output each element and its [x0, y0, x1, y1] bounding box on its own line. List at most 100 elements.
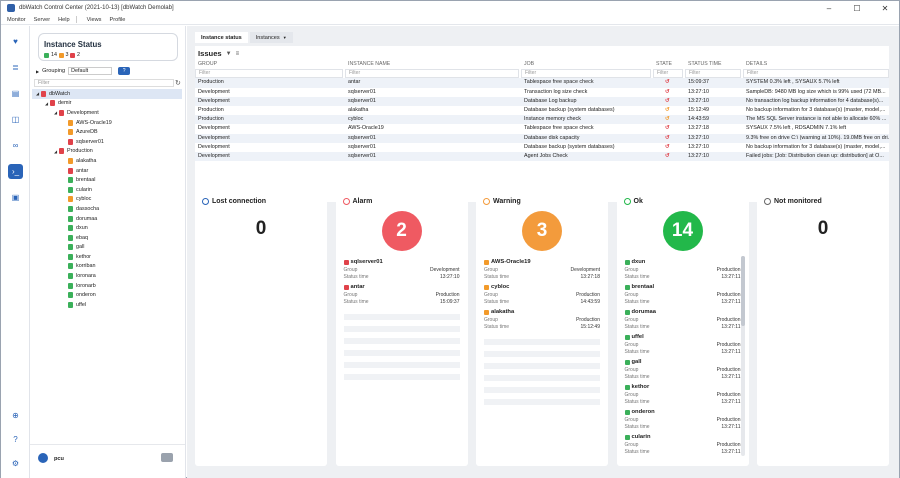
binoculars-icon[interactable]: ∞ — [12, 141, 19, 150]
menu-help[interactable]: Help — [58, 16, 70, 23]
tab-instance-status[interactable]: Instance status — [195, 32, 248, 43]
column-filter-input[interactable]: Filter — [345, 69, 519, 78]
list-item[interactable]: dorumaa Group Production Status time 13:27:1… — [624, 308, 741, 333]
tree-item[interactable]: korriban — [32, 262, 182, 272]
column-filter-input[interactable]: Filter — [195, 69, 343, 78]
list-item[interactable]: onderon Group Production Status time 13:27:1… — [624, 408, 741, 433]
tree-item[interactable]: ◢ Development — [32, 108, 182, 118]
menu-profile[interactable]: Profile — [109, 16, 126, 23]
group-icon — [59, 148, 64, 155]
scrollbar-thumb[interactable] — [740, 256, 745, 326]
expand-triangle-icon[interactable]: ◢ — [36, 91, 40, 97]
grouping-help-button[interactable]: ? — [118, 67, 131, 75]
alarm-count: 2 — [77, 52, 80, 58]
tree-item[interactable]: ◢ demir — [32, 99, 182, 109]
instance-status-summary[interactable]: Instance Status 14 3 2 — [38, 33, 178, 61]
grouping-select[interactable]: Default — [68, 67, 113, 75]
close-button[interactable]: ✕ — [881, 3, 889, 13]
monitor-icon[interactable]: ◫ — [11, 115, 20, 124]
column-header[interactable]: INSTANCE NAME — [348, 61, 391, 67]
menu-server[interactable]: Server — [33, 16, 51, 23]
table-row[interactable]: Development AWS-Oracle19 Tablespace free s… — [195, 124, 889, 133]
tree-item[interactable]: loronara — [32, 271, 182, 281]
column-header[interactable]: JOB — [524, 61, 535, 67]
minimize-button[interactable]: – — [826, 3, 832, 13]
table-cell: 9.3% free on drive C:\ (warning at 10%).… — [746, 134, 889, 141]
column-filter-input[interactable]: Filter — [743, 69, 889, 78]
column-filter-input[interactable]: Filter — [653, 69, 683, 78]
tree-item[interactable]: ◢ Production — [32, 147, 182, 157]
list-item[interactable]: sqlserver01 Group Development Status time 13… — [343, 258, 460, 283]
column-header[interactable]: GROUP — [198, 61, 218, 67]
list-item[interactable]: cybloc Group Production Status time 14:43:59 — [484, 283, 600, 308]
add-icon[interactable]: ⊕ — [12, 411, 19, 420]
table-row[interactable]: Development sqlserver01 Database disk capa… — [195, 133, 889, 143]
tree-item[interactable]: kethor — [32, 252, 182, 262]
list-item[interactable]: uffel Group Production Status time 13:27:11 — [624, 333, 741, 358]
servers-icon[interactable]: ▤ — [11, 89, 20, 98]
list-item[interactable]: brentaal Group Production Status time 13:27:… — [624, 283, 741, 308]
expand-triangle-icon[interactable]: ◢ — [54, 110, 58, 116]
list-item[interactable]: AWS-Oracle19 Group Development Status time 1… — [484, 258, 600, 283]
tree-item[interactable]: antar — [32, 166, 182, 176]
table-row[interactable]: Production alakatha Database backup (syste… — [195, 106, 889, 115]
table-row[interactable]: Development sqlserver01 Database backup (s… — [195, 143, 889, 152]
tree-item[interactable]: gall — [32, 243, 182, 253]
maximize-button[interactable]: ☐ — [853, 3, 861, 13]
help-icon[interactable]: ? — [13, 435, 18, 444]
heartbeat-icon[interactable]: ♥ — [13, 37, 18, 46]
tree-item[interactable]: AzureDB — [32, 127, 182, 137]
tab-instances[interactable]: Instances ▼ — [249, 32, 293, 43]
column-header[interactable]: DETAILS — [746, 61, 768, 67]
tree-item[interactable]: ebaq — [32, 233, 182, 243]
status-circle-icon — [623, 198, 631, 205]
tree-item[interactable]: sqlserver01 — [32, 137, 182, 147]
column-header[interactable]: STATUS TIME — [688, 61, 722, 67]
tree-item[interactable]: loronarb — [32, 281, 182, 291]
tree-item[interactable]: cularin — [32, 185, 182, 195]
terminal-icon[interactable]: ›_ — [8, 164, 23, 179]
tree-item[interactable]: dorumaa — [32, 214, 182, 224]
user-name: pcu — [54, 456, 64, 462]
refresh-icon[interactable]: ↻ — [175, 80, 181, 87]
list-item[interactable]: gall Group Production Status time 13:27:11 — [624, 358, 741, 383]
report-icon[interactable]: ▣ — [11, 193, 20, 202]
column-header[interactable]: STATE — [656, 61, 672, 67]
tree-item[interactable]: onderon — [32, 290, 182, 300]
list-item[interactable]: antar Group Production Status time 15:09:37 — [343, 283, 460, 308]
menu-icon[interactable]: ≡ — [235, 50, 240, 57]
list-item[interactable]: alakatha Group Production Status time 15:12:… — [484, 308, 600, 333]
table-row[interactable]: Development sqlserver01 Transaction log si… — [195, 88, 889, 97]
tree-item[interactable]: AWS-Oracle19 — [32, 118, 182, 128]
list-item[interactable]: dxun Group Production Status time 13:27:11 — [624, 258, 741, 283]
chat-icon[interactable] — [161, 453, 173, 462]
tree-item[interactable]: cybloc — [32, 195, 182, 205]
tree-item[interactable]: dxun — [32, 223, 182, 233]
column-filter-input[interactable]: Filter — [521, 69, 651, 78]
table-row[interactable]: Development sqlserver01 Database Log backu… — [195, 96, 889, 106]
list-item[interactable]: cularin Group Production Status time 13:27:1… — [624, 433, 741, 458]
database-icon[interactable]: ≣ — [12, 63, 19, 72]
table-row[interactable]: Production cybloc Instance memory check ↺ 14… — [195, 115, 889, 125]
menu-views[interactable]: Views — [86, 16, 102, 23]
tree-item[interactable]: brentaal — [32, 175, 182, 185]
tree-filter-input[interactable]: Filter — [34, 79, 174, 87]
tree-item[interactable]: ◢ dbWatch — [32, 89, 182, 99]
table-row[interactable]: Development sqlserver01 Agent Jobs Check ↺ 1… — [195, 151, 889, 162]
tree-item[interactable]: dassocha — [32, 204, 182, 214]
tree-item-label: AzureDB — [76, 129, 98, 136]
list-item[interactable]: kethor Group Production Status time 13:27:11 — [624, 383, 741, 408]
column-filter-input[interactable]: Filter — [685, 69, 741, 78]
tree-item-label: dassocha — [76, 205, 100, 212]
avatar[interactable] — [38, 453, 48, 463]
instance-icon — [68, 234, 73, 241]
scrollbar[interactable] — [740, 256, 745, 456]
expand-triangle-icon[interactable]: ◢ — [45, 100, 49, 106]
menu-monitor[interactable]: Monitor — [7, 16, 26, 23]
tree-item[interactable]: uffel — [32, 300, 182, 310]
tree-item[interactable]: alakatha — [32, 156, 182, 166]
table-row[interactable]: Production antar Tablespace free space che… — [195, 78, 889, 88]
expand-triangle-icon[interactable]: ◢ — [54, 148, 58, 154]
settings-icon[interactable]: ⚙ — [11, 459, 20, 468]
filter-icon[interactable]: ▼ — [225, 50, 232, 57]
